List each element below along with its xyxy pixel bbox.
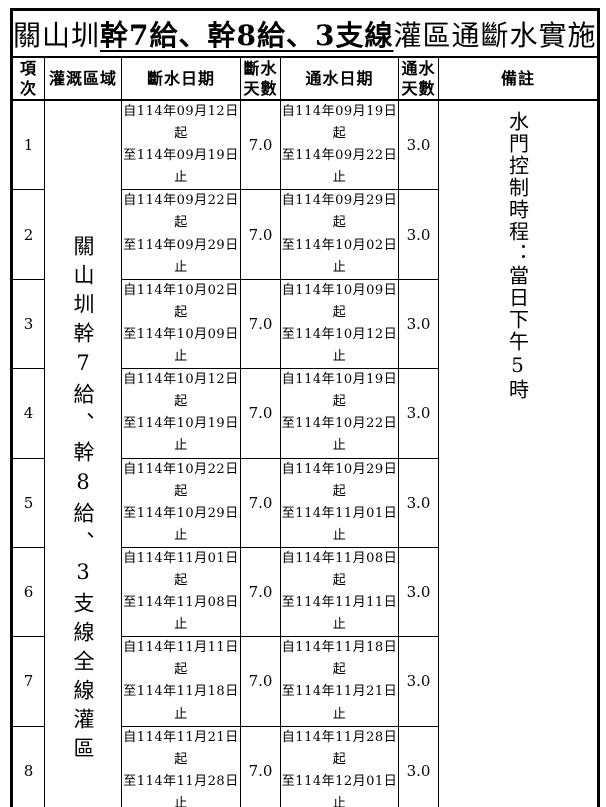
title-row: 關山圳幹7給、幹8給、3支線灌區通斷水實施表 — [10, 9, 600, 58]
row-2-supply-date: 自114年09月29日起 至114年10月02日止 — [280, 189, 399, 280]
row-1-supply-date: 自114年09月19日起 至114年09月22日止 — [280, 99, 399, 191]
table-row-2: 2 自114年09月22日起 至114年09月29日止 7.0 自114年09月… — [11, 189, 599, 280]
row-2-cutoff-days: 7.0 — [240, 189, 281, 280]
row-8-supply-days: 3.0 — [398, 725, 439, 807]
row-4-cutoff-date: 自114年10月12日起 至114年10月19日止 — [121, 368, 241, 459]
page-title: 關山圳幹7給、幹8給、3支線灌區通斷水實施表 — [10, 9, 600, 58]
table-row-1: 1 關山圳幹7給、幹8給、3支線全線灌區 自114年09月12日起 至114年0… — [11, 99, 600, 807]
row-8-no: 8 — [11, 725, 45, 807]
remark-cell: 水門控制時程：當日下午5時 — [437, 99, 600, 807]
row-7-no: 7 — [11, 636, 45, 727]
remark-vertical-text: 水門控制時程：當日下午5時 — [505, 111, 530, 401]
row-5-supply-date: 自114年10月29日起 至114年11月01日止 — [280, 457, 399, 548]
row-1-no: 1 — [11, 99, 45, 191]
row-1-supply-days: 3.0 — [398, 99, 439, 191]
table-row-5: 5 自114年10月22日起 至114年10月29日止 7.0 自114年10月… — [11, 457, 599, 548]
row-3-supply-days: 3.0 — [398, 278, 439, 370]
schedule-table: 關山圳幹7給、幹8給、3支線灌區通斷水實施表 項次 灌溉區域 斷水日期 斷水 天… — [10, 8, 601, 807]
table-row-8: 8 自114年11月21日起 至114年11月28日止 7.0 自114年11月… — [11, 725, 599, 807]
row-7-cutoff-days: 7.0 — [240, 636, 281, 727]
region-vertical-text: 關山圳幹7給、幹8給、3支線全線灌區 — [71, 235, 95, 767]
row-6-cutoff-days: 7.0 — [240, 546, 281, 638]
header-remark: 備註 — [437, 56, 600, 101]
row-4-supply-days: 3.0 — [398, 368, 439, 459]
table-row-6: 6 自114年11月01日起 至114年11月08日止 7.0 自114年11月… — [11, 546, 599, 638]
row-1-cutoff-days: 7.0 — [240, 99, 281, 191]
row-3-cutoff-days: 7.0 — [240, 278, 281, 370]
header-supply-days: 通水 天數 — [398, 56, 439, 101]
row-8-cutoff-days: 7.0 — [240, 725, 281, 807]
table-row-7: 7 自114年11月11日起 至114年11月18日止 7.0 自114年11月… — [11, 636, 599, 727]
title-prefix: 關山圳 — [13, 18, 101, 52]
header-item-no: 項次 — [11, 56, 45, 101]
header-cutoff-days: 斷水 天數 — [240, 56, 281, 101]
table-row-3: 3 自114年10月02日起 至114年10月09日止 7.0 自114年10月… — [11, 278, 599, 370]
region-cell: 關山圳幹7給、幹8給、3支線全線灌區 — [44, 99, 122, 807]
row-7-cutoff-date: 自114年11月11日起 至114年11月18日止 — [121, 636, 241, 727]
header-cutoff-date: 斷水日期 — [121, 56, 241, 101]
table-row-4: 4 自114年10月12日起 至114年10月19日止 7.0 自114年10月… — [11, 368, 599, 459]
row-3-supply-date: 自114年10月09日起 至114年10月12日止 — [280, 278, 399, 370]
row-5-no: 5 — [11, 457, 45, 548]
row-2-cutoff-date: 自114年09月22日起 至114年09月29日止 — [121, 189, 241, 280]
row-5-cutoff-days: 7.0 — [240, 457, 281, 548]
row-6-supply-date: 自114年11月08日起 至114年11月11日止 — [280, 546, 399, 638]
row-6-no: 6 — [11, 546, 45, 638]
title-suffix: 灌區通斷水實施表 — [393, 18, 597, 52]
row-2-supply-days: 3.0 — [398, 189, 439, 280]
row-3-no: 3 — [11, 278, 45, 370]
row-5-supply-days: 3.0 — [398, 457, 439, 548]
row-5-cutoff-date: 自114年10月22日起 至114年10月29日止 — [121, 457, 241, 548]
header-supply-date: 通水日期 — [280, 56, 399, 101]
row-6-cutoff-date: 自114年11月01日起 至114年11月08日止 — [121, 546, 241, 638]
row-4-cutoff-days: 7.0 — [240, 368, 281, 459]
row-1-cutoff-date: 自114年09月12日起 至114年09月19日止 — [121, 99, 241, 191]
row-7-supply-days: 3.0 — [398, 636, 439, 727]
title-emphasis: 幹7給、幹8給、3支線 — [100, 18, 394, 52]
row-8-supply-date: 自114年11月28日起 至114年12月01日止 — [280, 725, 399, 807]
row-8-cutoff-date: 自114年11月21日起 至114年11月28日止 — [121, 725, 241, 807]
row-3-cutoff-date: 自114年10月02日起 至114年10月09日止 — [121, 278, 241, 370]
row-2-no: 2 — [11, 189, 45, 280]
row-7-supply-date: 自114年11月18日起 至114年11月21日止 — [280, 636, 399, 727]
header-row: 項次 灌溉區域 斷水日期 斷水 天數 通水日期 通水 天數 備註 — [11, 56, 600, 101]
row-4-supply-date: 自114年10月19日起 至114年10月22日止 — [280, 368, 399, 459]
header-region: 灌溉區域 — [44, 56, 122, 101]
row-4-no: 4 — [11, 368, 45, 459]
row-6-supply-days: 3.0 — [398, 546, 439, 638]
